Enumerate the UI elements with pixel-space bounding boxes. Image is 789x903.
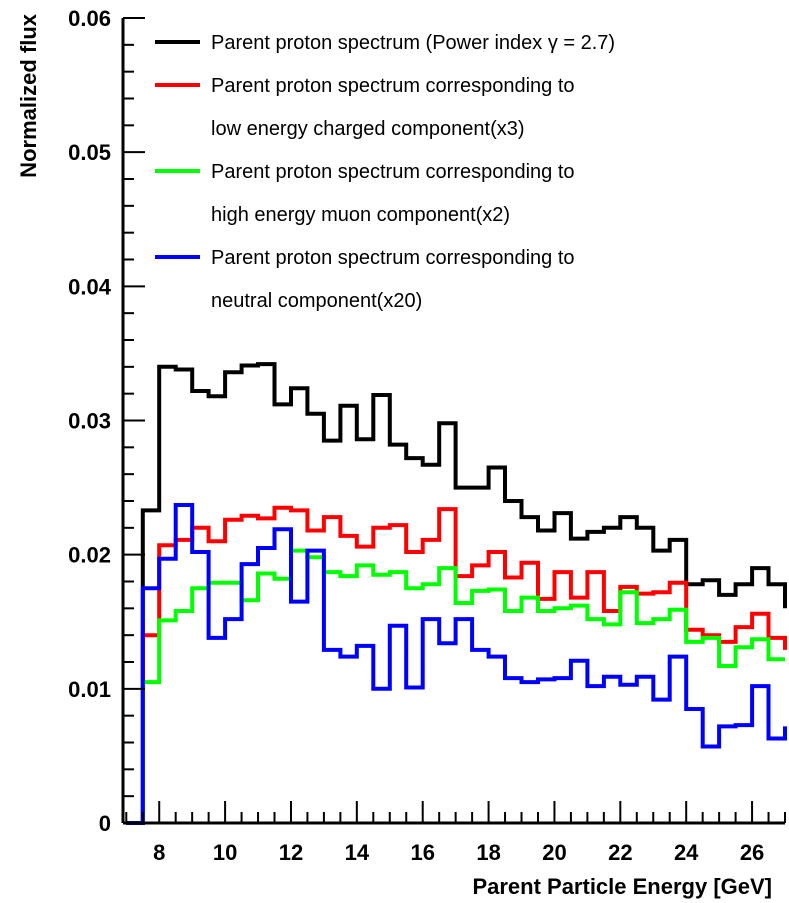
legend: Parent proton spectrum (Power index γ = …: [155, 32, 615, 312]
x-tick-label-7: 22: [608, 840, 632, 865]
y-tick-label-0: 0: [99, 811, 111, 836]
y-tick-label-6: 0.06: [68, 6, 111, 31]
x-tick-label-9: 26: [740, 840, 764, 865]
y-axis-title: Normalized flux: [16, 13, 41, 178]
series-line-0: [126, 362, 787, 825]
legend-label-1: Parent proton spectrum corresponding to l…: [211, 75, 575, 140]
y-tick-label-4: 0.04: [68, 274, 112, 299]
x-tick-label-1: 10: [213, 840, 237, 865]
legend-label-0: Parent proton spectrum (Power index γ = …: [211, 32, 615, 54]
x-tick-label-5: 18: [476, 840, 500, 865]
x-tick-label-4: 16: [410, 840, 434, 865]
x-axis-title: Parent Particle Energy [GeV]: [472, 874, 772, 899]
x-tick-label-6: 20: [542, 840, 566, 865]
x-tick-label-0: 8: [153, 840, 165, 865]
legend-label-2: Parent proton spectrum corresponding to h…: [211, 161, 575, 226]
y-tick-label-1: 0.01: [68, 677, 111, 702]
series-line-3: [126, 503, 787, 825]
axes-layer: 8 10 12 14 16 18 20 22 24 26 0 0.01 0.02 0.03 0.04 0.05…: [68, 6, 786, 865]
y-tick-label-2: 0.02: [68, 543, 111, 568]
x-tick-label-3: 14: [345, 840, 370, 865]
x-tick-label-2: 12: [279, 840, 303, 865]
y-tick-label-5: 0.05: [68, 140, 111, 165]
y-tick-label-3: 0.03: [68, 409, 111, 434]
legend-label-3: Parent proton spectrum corresponding to n…: [211, 247, 575, 312]
series-layer: [126, 362, 787, 825]
x-tick-label-8: 24: [674, 840, 699, 865]
